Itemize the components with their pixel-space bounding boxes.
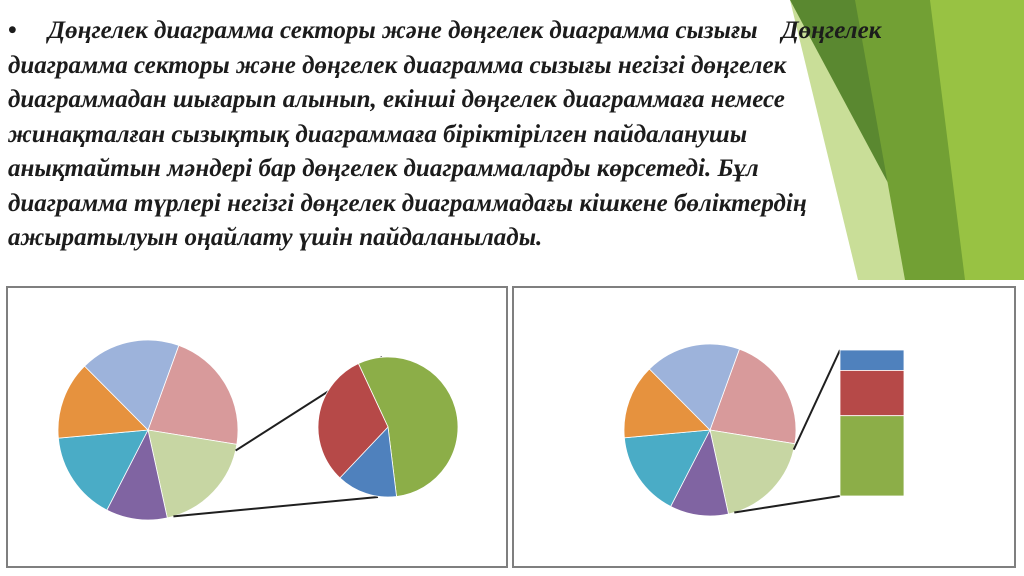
pie-of-pie-chart-panel xyxy=(6,286,508,568)
body-line-6: ажыратылуын оңайлату үшін пайдаланылады. xyxy=(8,224,543,251)
body-line-4: анықтайтын мәндері бар дөңгелек диаграмм… xyxy=(8,155,759,182)
bar-of-pie-chart-panel xyxy=(512,286,1016,568)
stacked-bar-segment-2 xyxy=(839,415,905,497)
main-pie-slice-5 xyxy=(84,339,180,431)
main-pie-slice-4 xyxy=(57,365,149,439)
main-pie-slice-5 xyxy=(648,343,740,431)
stacked-bar-segment-0 xyxy=(839,349,905,371)
main-pie-slice-3 xyxy=(623,429,711,508)
main-pie-slice-4 xyxy=(623,368,711,439)
body-line-5: диаграмма түрлері негізгі дөңгелек диагр… xyxy=(8,189,807,217)
body-line-2: диаграммадан шығарып алынып, екінші дөңг… xyxy=(8,86,785,113)
green-corner-decoration xyxy=(790,0,1024,280)
deco-triangle-light xyxy=(930,0,1024,280)
slide-text: • Дөңгелек диаграмма секторы және дөңгеле… xyxy=(8,14,1013,256)
bullet-line: • Дөңгелек диаграмма секторы және дөңгеле… xyxy=(8,14,1013,49)
connector-line-bottom xyxy=(734,495,841,514)
connector-line-top xyxy=(792,349,841,451)
connector-line-bottom xyxy=(173,496,379,518)
main-pie-slice-0 xyxy=(147,344,239,445)
main-pie-slice-3 xyxy=(57,429,149,511)
body-line-1: диаграмма секторы және дөңгелек диаграмм… xyxy=(8,51,787,79)
bullet-symbol: • xyxy=(8,17,17,44)
secondary-pie-slice-1 xyxy=(339,426,397,498)
slide-heading: Дөңгелек диаграмма секторы және дөңгелек… xyxy=(48,17,758,44)
body-line-0: Дөңгелек xyxy=(781,17,882,44)
pie-of-pie-chart xyxy=(57,339,459,521)
body-line-3: жинақталған сызықтық диаграммаға бірікті… xyxy=(8,120,748,148)
secondary-pie-slice-0 xyxy=(357,356,459,497)
stacked-bar-segment-1 xyxy=(839,370,905,417)
secondary-pie-slice-2 xyxy=(317,363,389,479)
main-pie-slice-0 xyxy=(709,348,797,445)
bar-of-pie-chart xyxy=(623,343,905,517)
